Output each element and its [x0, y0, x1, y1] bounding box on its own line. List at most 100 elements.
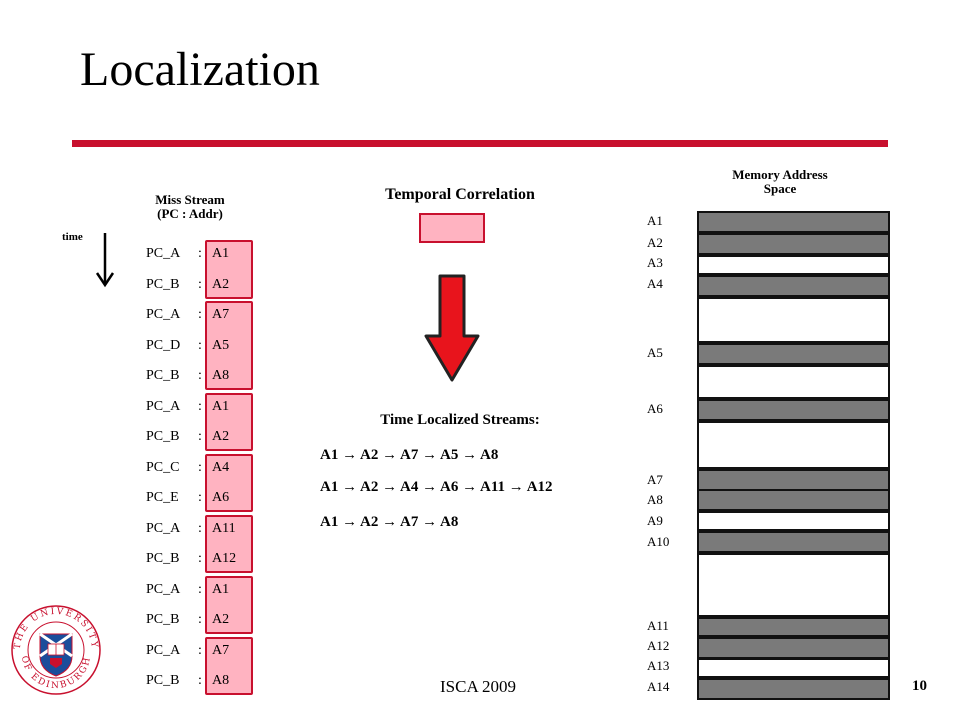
separator: :: [198, 642, 202, 658]
memory-block-empty: [697, 297, 890, 343]
time-label: time: [62, 231, 83, 243]
memory-address-label: A9: [647, 513, 663, 528]
addr-label: A11: [212, 520, 236, 536]
miss-stream-row: PC_A: A1: [146, 397, 229, 417]
pc-label: PC_D: [146, 337, 181, 353]
separator: :: [198, 581, 202, 597]
addr-label: A5: [212, 337, 230, 353]
memory-address-label: A1: [647, 213, 663, 228]
pc-label: PC_E: [146, 490, 179, 505]
addr-label: A2: [212, 429, 230, 444]
memory-block-filled: [697, 531, 890, 553]
memory-block-empty: [697, 658, 890, 678]
memory-block-filled: [697, 678, 890, 700]
memory-address-label: A3: [647, 255, 663, 270]
addr-label: A1: [212, 581, 230, 597]
time-localized-title: Time Localized Streams:: [380, 412, 540, 428]
addr-label: A6: [212, 490, 230, 505]
separator: :: [198, 520, 202, 536]
memory-block-filled: [697, 469, 890, 491]
miss-stream-row: PC_B: A2: [146, 427, 229, 447]
addr-label: A7: [212, 642, 230, 658]
miss-stream-row: PC_A: A1: [146, 244, 229, 264]
separator: :: [198, 337, 202, 353]
memory-block-empty: [697, 553, 890, 617]
addr-label: A8: [212, 368, 230, 383]
miss-group-box: [205, 575, 253, 634]
memory-block-filled: [697, 637, 890, 659]
memory-address-label: A4: [647, 276, 663, 291]
memory-address-label: A10: [647, 534, 670, 549]
miss-stream-row: PC_A: A7: [146, 641, 229, 661]
pc-label: PC_A: [146, 642, 181, 658]
miss-stream-row: PC_B: A8: [146, 366, 229, 386]
memory-block-filled: [697, 617, 890, 637]
miss-group-box: [205, 514, 253, 573]
separator: :: [198, 429, 202, 444]
pc-label: PC_B: [146, 276, 180, 292]
memory-block-empty: [697, 255, 890, 275]
miss-stream-row: PC_A: A1: [146, 580, 229, 600]
title-rule: [72, 140, 888, 147]
separator: :: [198, 490, 202, 505]
miss-stream-subtitle: (PC : Addr): [157, 206, 223, 221]
memory-block-empty: [697, 365, 890, 399]
separator: :: [198, 551, 202, 566]
memory-address-label: A13: [647, 658, 670, 673]
addr-label: A4: [212, 459, 230, 475]
memory-address-label: A2: [647, 235, 663, 250]
miss-stream-row: PC_B: A12: [146, 549, 236, 569]
memory-block-filled: [697, 399, 890, 421]
memory-block-empty: [697, 511, 890, 531]
memory-address-label: A12: [647, 638, 670, 653]
memory-block-filled: [697, 233, 890, 255]
page-number: 10: [912, 678, 927, 694]
miss-stream-row: PC_E: A6: [146, 488, 229, 508]
memory-address-space-title: Memory Address Space: [700, 168, 860, 196]
localized-stream-2: A1 → A2 → A4 → A6 → A11 → A12: [320, 479, 553, 495]
separator: :: [198, 612, 202, 627]
memory-address-label: A11: [647, 618, 669, 633]
addr-label: A2: [212, 612, 230, 627]
memory-title-line2: Space: [763, 181, 797, 196]
addr-label: A1: [212, 398, 230, 414]
memory-block-filled: [697, 211, 890, 233]
pc-label: PC_A: [146, 398, 181, 414]
addr-label: A7: [212, 307, 230, 322]
memory-address-label: A14: [647, 679, 670, 694]
miss-stream-row: PC_B: A8: [146, 671, 229, 691]
addr-label: A8: [212, 673, 230, 688]
miss-group-box: [205, 240, 253, 299]
separator: :: [198, 276, 202, 292]
memory-address-label: A8: [647, 492, 663, 507]
memory-block-filled: [697, 275, 890, 297]
miss-group-box: [205, 301, 253, 390]
addr-label: A1: [212, 246, 230, 261]
pc-label: PC_B: [146, 368, 180, 383]
pc-label: PC_A: [146, 581, 181, 597]
temporal-correlation-box: [419, 213, 485, 243]
miss-stream-row: PC_A: A11: [146, 519, 236, 539]
down-arrow-icon: [424, 274, 480, 382]
pc-label: PC_B: [146, 612, 180, 627]
footer-text: ISCA 2009: [440, 677, 517, 696]
memory-block-filled: [697, 343, 890, 365]
addr-label: A12: [212, 551, 237, 566]
memory-block-empty: [697, 421, 890, 469]
localized-stream-3: A1 → A2 → A7 → A8: [320, 514, 459, 530]
separator: :: [198, 246, 202, 261]
miss-stream-row: PC_B: A2: [146, 610, 229, 630]
memory-address-label: A5: [647, 345, 663, 360]
pc-label: PC_B: [146, 429, 180, 444]
miss-group-box: [205, 636, 253, 695]
miss-stream-row: PC_C: A4: [146, 458, 229, 478]
addr-label: A2: [212, 276, 230, 292]
miss-stream-row: PC_A: A7: [146, 305, 229, 325]
separator: :: [198, 368, 202, 383]
separator: :: [198, 459, 202, 475]
pc-label: PC_B: [146, 673, 180, 688]
pc-label: PC_A: [146, 307, 181, 322]
miss-stream-row: PC_D: A5: [146, 336, 229, 356]
miss-group-box: [205, 392, 253, 451]
time-arrow-icon: [95, 233, 115, 288]
